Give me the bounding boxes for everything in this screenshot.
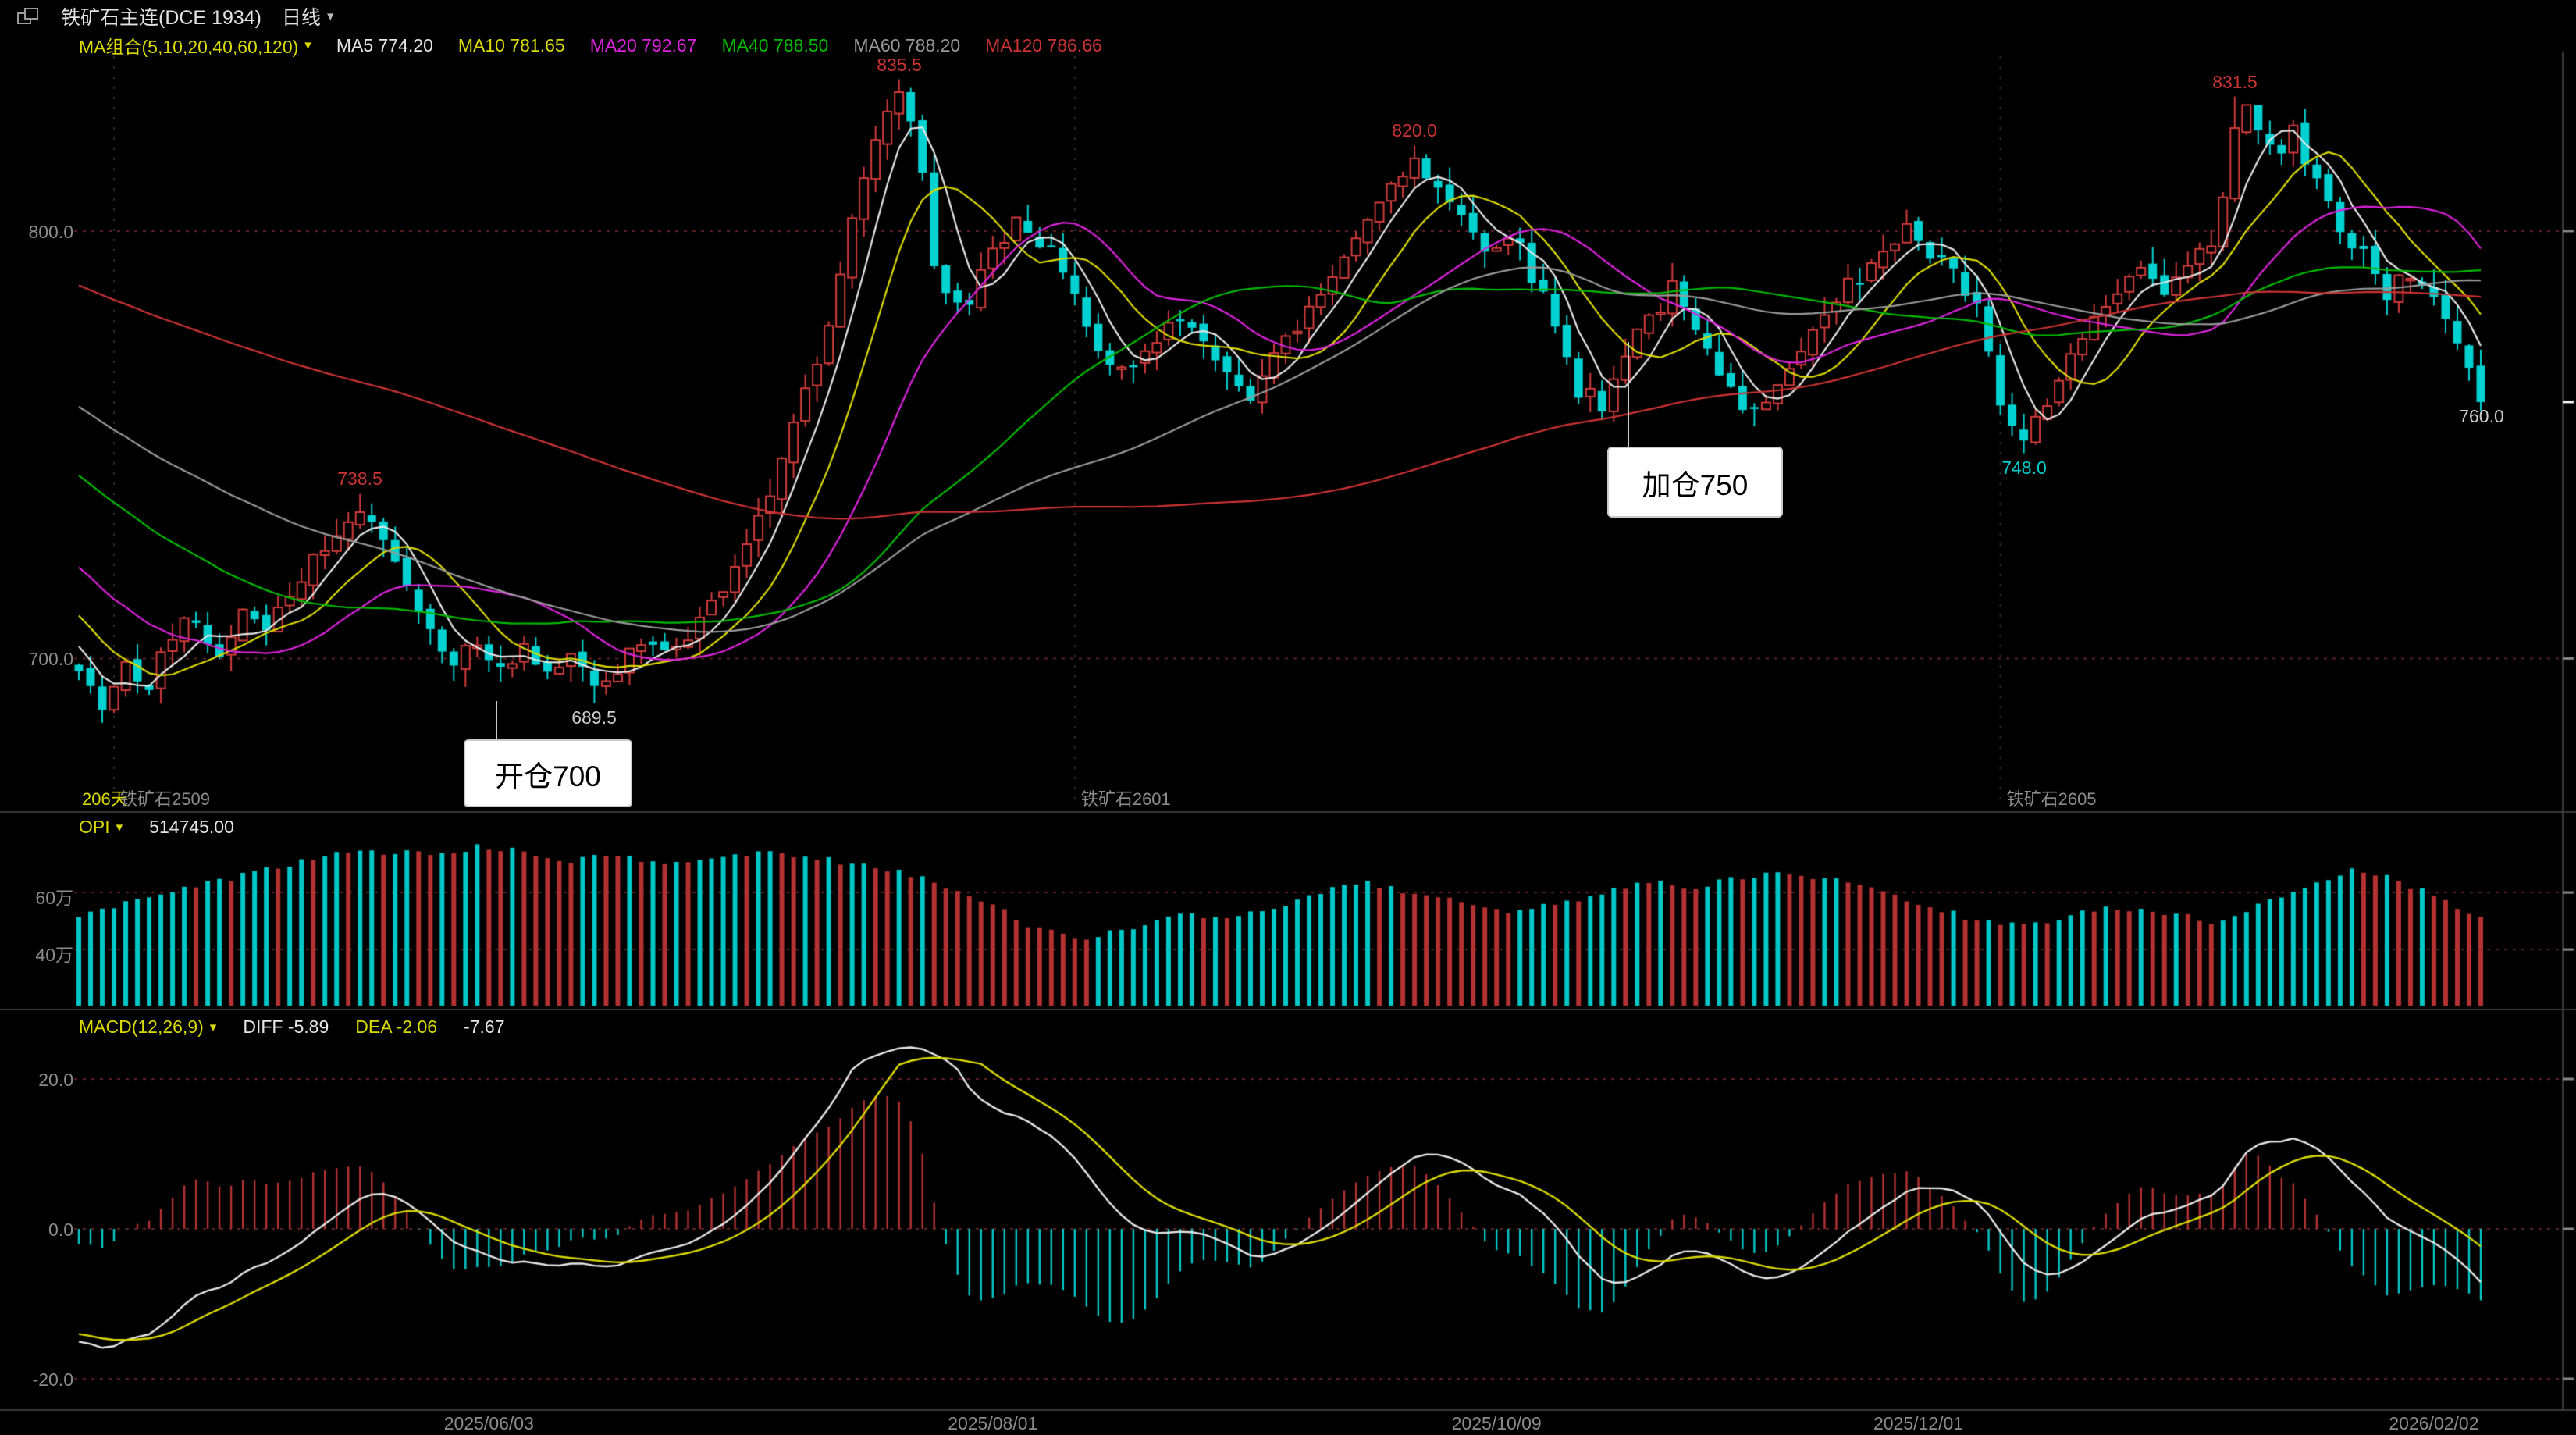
macd-legend: MACD(12,26,9) ▾ DIFF -5.89 DEA -2.06 -7.…: [79, 1017, 505, 1038]
price-label-835: 835.5: [877, 55, 922, 75]
y-axis-label-700: 700.0: [28, 649, 73, 669]
annotation-leader-line: [496, 701, 497, 739]
macd-axis-label-0: 0.0: [48, 1220, 73, 1240]
macd-hist-value: -7.67: [464, 1017, 505, 1037]
window-restore-icon[interactable]: [16, 6, 41, 27]
price-label-738: 738.5: [337, 468, 382, 489]
opi-axis-label-40w: 40万: [35, 945, 73, 965]
chevron-down-icon: ▾: [304, 37, 311, 52]
macd-diff-value: DIFF -5.89: [243, 1017, 329, 1037]
ma60-value: MA60 788.20: [853, 34, 961, 55]
price-label-748: 748.0: [2001, 458, 2047, 478]
macd-dropdown[interactable]: MACD(12,26,9) ▾: [79, 1017, 216, 1038]
chevron-down-icon: ▾: [327, 9, 334, 23]
chevron-down-icon: ▾: [209, 1019, 217, 1034]
x-axis-date: 2025/10/09: [1451, 1413, 1542, 1433]
ma20-value: MA20 792.67: [589, 34, 697, 55]
ma40-value: MA40 788.50: [721, 34, 829, 55]
period-label: 日线: [282, 7, 322, 29]
x-axis-date: 2025/08/01: [948, 1413, 1038, 1433]
annotation-add-position[interactable]: 加仓750: [1607, 447, 1783, 518]
ma120-value: MA120 786.66: [985, 34, 1102, 55]
ma10-value: MA10 781.65: [457, 34, 565, 55]
x-axis-date: 2025/06/03: [443, 1413, 534, 1433]
days-count-label: 206天: [82, 789, 128, 809]
contract-label-2601: 铁矿石2601: [1080, 789, 1171, 809]
chevron-down-icon: ▾: [116, 819, 123, 835]
instrument-title: 铁矿石主连(DCE 1934): [61, 7, 262, 29]
price-label-760: 760.0: [2459, 406, 2504, 426]
macd-dea-value: DEA -2.06: [355, 1017, 438, 1037]
opi-dropdown[interactable]: OPI ▾: [79, 817, 123, 838]
macd-label: MACD(12,26,9): [79, 1017, 204, 1037]
annotation-open-position[interactable]: 开仓700: [464, 739, 632, 807]
contract-label-2509: 铁矿石2509: [120, 789, 210, 809]
macd-axis-label-20: 20.0: [38, 1070, 73, 1090]
annotation-leader-line: [1628, 342, 1629, 447]
macd-axis-label-n20: -20.0: [32, 1369, 73, 1390]
titlebar: 铁矿石主连(DCE 1934) 日线 ▾: [0, 0, 2576, 33]
ma-legend: MA组合(5,10,20,40,60,120) ▾ MA5 774.20 MA1…: [79, 32, 1102, 59]
opi-axis-label-60w: 60万: [35, 888, 73, 908]
opi-legend: OPI ▾ 514745.00: [79, 817, 234, 838]
opi-label: OPI: [79, 817, 110, 837]
x-axis-date: 2025/12/01: [1873, 1413, 1964, 1433]
y-axis-label-800: 800.0: [28, 222, 73, 242]
opi-value: 514745.00: [149, 817, 234, 837]
ma-settings-dropdown[interactable]: MA组合(5,10,20,40,60,120) ▾: [79, 32, 311, 59]
period-dropdown[interactable]: 日线 ▾: [282, 2, 334, 30]
ma-group-label: MA组合(5,10,20,40,60,120): [79, 37, 299, 57]
x-axis-date: 2026/02/02: [2389, 1413, 2479, 1433]
price-label-831: 831.5: [2212, 72, 2258, 92]
contract-label-2605: 铁矿石2605: [2006, 789, 2097, 809]
price-label-820: 820.0: [1392, 120, 1437, 141]
ma5-value: MA5 774.20: [336, 34, 433, 55]
price-label-689: 689.5: [571, 707, 617, 728]
